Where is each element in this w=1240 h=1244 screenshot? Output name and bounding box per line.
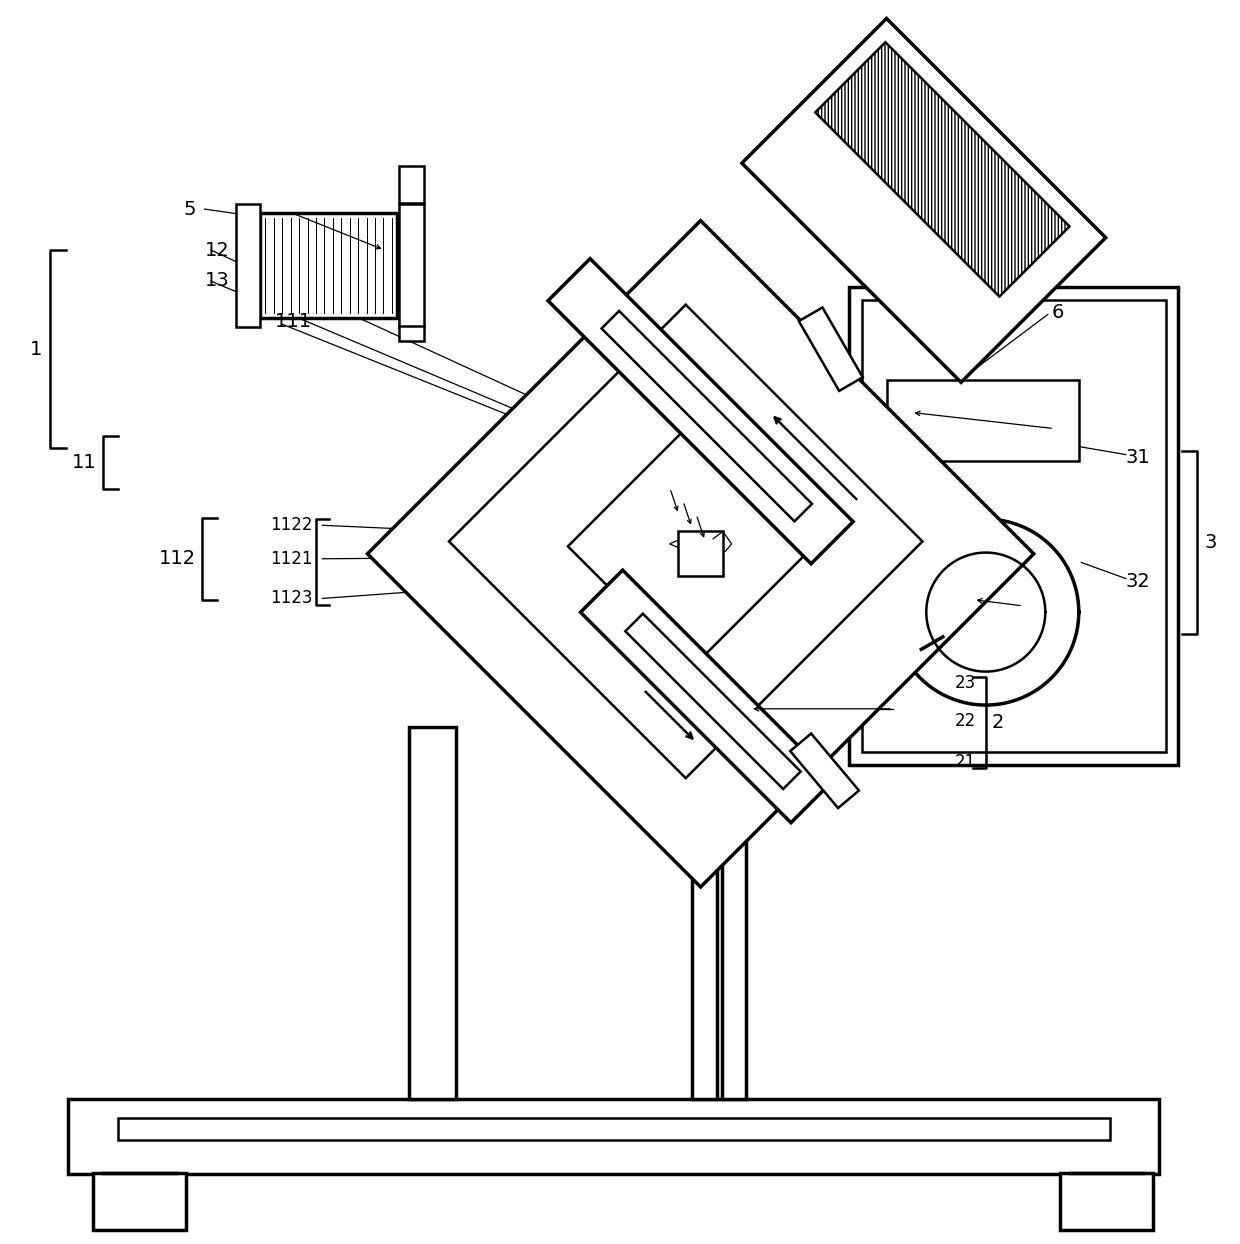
Text: 112: 112 (159, 550, 196, 569)
Bar (118, 1118, 1110, 1141)
Text: 5: 5 (184, 199, 196, 219)
Text: 12: 12 (205, 240, 229, 260)
Polygon shape (449, 305, 923, 779)
Bar (68, 1100, 1159, 1174)
Polygon shape (625, 613, 801, 789)
Bar (399, 204, 424, 327)
Polygon shape (601, 311, 812, 521)
Text: 23: 23 (955, 674, 976, 692)
Bar (722, 554, 746, 1100)
Text: 32: 32 (1126, 571, 1151, 591)
Bar (409, 728, 456, 1100)
Polygon shape (742, 19, 1106, 382)
Text: 3: 3 (1204, 534, 1216, 552)
Polygon shape (580, 570, 833, 822)
Polygon shape (893, 519, 1079, 705)
Text: 1121: 1121 (270, 550, 312, 567)
Bar (862, 300, 1166, 753)
Text: 31: 31 (1126, 448, 1151, 466)
Bar (236, 204, 260, 327)
Text: 1122: 1122 (270, 516, 312, 534)
Bar (678, 531, 723, 576)
Polygon shape (367, 220, 1034, 887)
Polygon shape (548, 259, 853, 564)
Text: 1: 1 (30, 340, 42, 358)
Polygon shape (799, 307, 863, 391)
Polygon shape (790, 734, 859, 809)
Text: 13: 13 (205, 271, 229, 291)
Bar (692, 554, 717, 1100)
Bar (399, 165, 424, 203)
Bar (399, 326, 424, 341)
Bar (1060, 1173, 1153, 1229)
Text: 111: 111 (275, 312, 312, 331)
Text: 22: 22 (955, 713, 976, 730)
Bar (887, 381, 1079, 460)
Text: 21: 21 (955, 753, 976, 771)
Polygon shape (568, 424, 813, 669)
Text: 1123: 1123 (270, 590, 312, 607)
Polygon shape (815, 42, 1070, 296)
Bar (93, 1173, 186, 1229)
Text: 6: 6 (1052, 302, 1064, 321)
Bar (849, 287, 1178, 765)
Bar (260, 213, 397, 318)
Text: 2: 2 (992, 713, 1004, 731)
Text: 11: 11 (72, 453, 97, 473)
Polygon shape (926, 552, 1045, 672)
